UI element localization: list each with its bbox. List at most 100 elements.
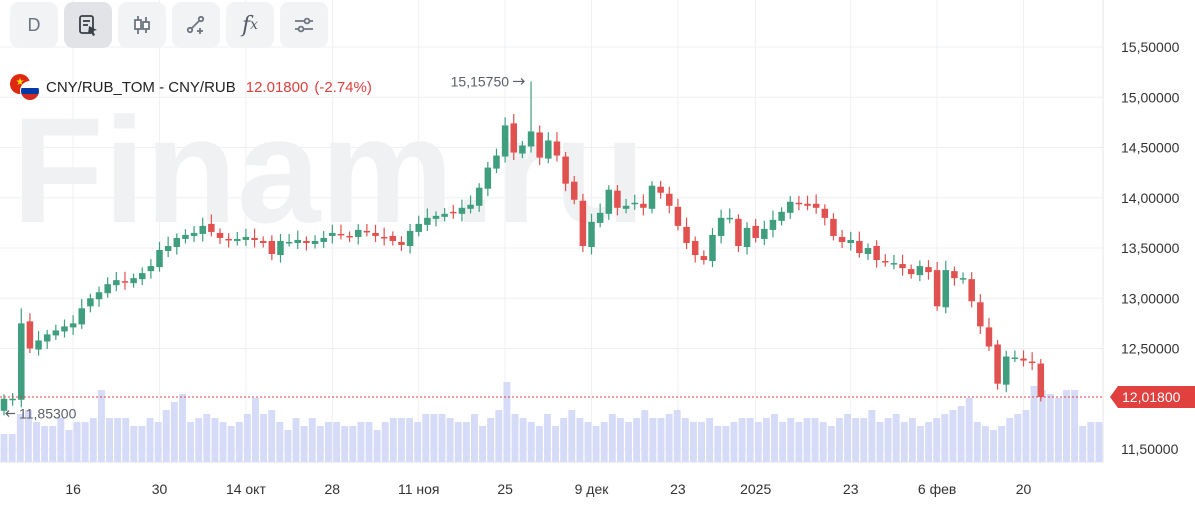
candle[interactable] — [890, 254, 898, 270]
candle[interactable] — [234, 232, 241, 246]
candle[interactable] — [320, 231, 327, 248]
candle[interactable] — [657, 180, 664, 199]
candle[interactable] — [579, 193, 587, 253]
candle[interactable] — [562, 152, 569, 192]
candle[interactable] — [640, 194, 647, 216]
candle[interactable] — [691, 236, 699, 263]
candle[interactable] — [812, 194, 820, 214]
candle[interactable] — [1002, 350, 1010, 393]
candle[interactable] — [916, 260, 924, 282]
candle[interactable] — [786, 196, 794, 219]
candle[interactable] — [406, 223, 414, 254]
candle[interactable] — [907, 264, 915, 279]
candle[interactable] — [61, 319, 68, 338]
candle[interactable] — [467, 195, 474, 214]
candle[interactable] — [933, 261, 941, 311]
candle[interactable] — [35, 331, 42, 356]
candle[interactable] — [527, 81, 535, 153]
candle[interactable] — [510, 114, 518, 161]
candle[interactable] — [735, 214, 742, 253]
candle[interactable] — [9, 393, 16, 406]
candle[interactable] — [138, 267, 146, 286]
candle[interactable] — [968, 272, 975, 308]
candle[interactable] — [303, 236, 310, 251]
candle[interactable] — [87, 293, 94, 313]
candle[interactable] — [648, 181, 656, 214]
candle[interactable] — [398, 236, 405, 252]
drawing-tools-button[interactable] — [172, 2, 220, 48]
candle[interactable] — [242, 228, 250, 246]
candle[interactable] — [605, 185, 613, 220]
candle[interactable] — [450, 204, 457, 219]
candle[interactable] — [432, 211, 440, 227]
candle[interactable] — [925, 260, 932, 280]
candle[interactable] — [69, 315, 77, 335]
candle[interactable] — [329, 224, 336, 244]
candle[interactable] — [674, 198, 682, 231]
candle[interactable] — [769, 210, 777, 238]
candle[interactable] — [216, 228, 224, 244]
candle[interactable] — [225, 233, 232, 248]
candle[interactable] — [52, 324, 60, 340]
candle[interactable] — [519, 140, 526, 159]
candle[interactable] — [847, 231, 854, 251]
candle[interactable] — [294, 230, 302, 250]
candle[interactable] — [415, 215, 422, 237]
candle[interactable] — [104, 277, 111, 298]
candle[interactable] — [951, 266, 958, 286]
candle[interactable] — [942, 260, 950, 314]
candle[interactable] — [614, 184, 621, 216]
candle[interactable] — [251, 228, 258, 248]
candle[interactable] — [596, 203, 604, 228]
candle[interactable] — [501, 117, 509, 163]
candle[interactable] — [553, 132, 561, 162]
candle[interactable] — [493, 148, 500, 174]
candle[interactable] — [259, 236, 267, 248]
symbol-name[interactable]: CNY/RUB_TOM - CNY/RUB — [46, 78, 236, 96]
candle[interactable] — [95, 286, 103, 307]
candle[interactable] — [761, 220, 768, 245]
candle[interactable] — [354, 224, 362, 245]
candle[interactable] — [182, 229, 189, 244]
candle[interactable] — [873, 240, 880, 268]
candle[interactable] — [838, 230, 846, 248]
candle[interactable] — [778, 207, 785, 226]
candle[interactable] — [346, 231, 353, 242]
candle[interactable] — [804, 195, 811, 211]
candle[interactable] — [277, 234, 284, 263]
candle[interactable] — [994, 339, 1001, 390]
candle[interactable] — [959, 272, 967, 284]
candle[interactable] — [631, 194, 638, 210]
candle[interactable] — [121, 271, 129, 290]
candle[interactable] — [311, 235, 319, 249]
candle[interactable] — [208, 214, 215, 237]
candle[interactable] — [717, 209, 725, 244]
candle[interactable] — [113, 272, 120, 292]
candle[interactable] — [43, 329, 51, 350]
candle[interactable] — [856, 231, 863, 258]
candle[interactable] — [683, 217, 690, 250]
script-button[interactable] — [64, 2, 112, 48]
candle[interactable] — [173, 233, 181, 255]
candle[interactable] — [666, 186, 673, 214]
candle[interactable] — [588, 213, 595, 255]
candle[interactable] — [882, 254, 889, 267]
candle[interactable] — [899, 254, 906, 276]
candle[interactable] — [795, 195, 803, 211]
candle[interactable] — [337, 224, 345, 240]
candle[interactable] — [864, 243, 872, 261]
candle[interactable] — [1037, 359, 1045, 402]
candle[interactable] — [484, 161, 492, 197]
candle[interactable] — [147, 259, 155, 279]
candle[interactable] — [190, 225, 198, 242]
candle[interactable] — [268, 235, 276, 261]
candle[interactable] — [752, 218, 759, 243]
candle[interactable] — [570, 175, 578, 205]
candle[interactable] — [743, 222, 751, 255]
interval-button[interactable]: D — [10, 2, 58, 48]
candle[interactable] — [156, 241, 163, 272]
candle[interactable] — [475, 183, 483, 212]
candle[interactable] — [199, 217, 206, 242]
